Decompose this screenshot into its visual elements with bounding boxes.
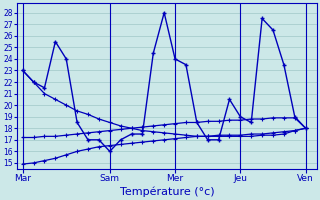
X-axis label: Température (°c): Température (°c) — [120, 186, 214, 197]
